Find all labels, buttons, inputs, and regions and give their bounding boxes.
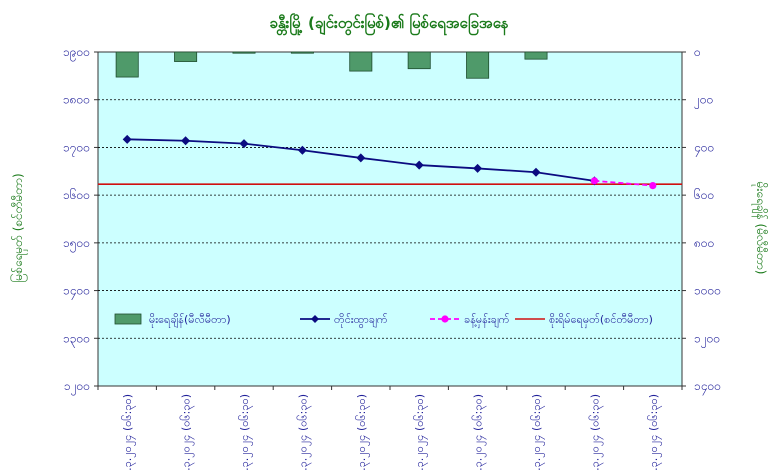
rainfall-bars — [115, 51, 548, 79]
observed-point — [181, 136, 191, 146]
right-tick-label: ၁၀၀၀ — [694, 284, 721, 298]
left-tick-label: ၁၆၀၀ — [63, 187, 90, 202]
legend-label: တိုင်းထွာချက် — [334, 313, 388, 328]
x-tick-label: ၃.၃.၂၀၂၄ (၀၆:၃၀) — [121, 394, 136, 471]
legend: မိုးရေချိန်(မီလီမီတာ) တိုင်းထွာချက် ခန့်မှ… — [114, 313, 653, 328]
right-tick-label: ၀ — [694, 45, 701, 59]
rainfall-bar — [466, 51, 490, 79]
legend-label: ခန့်မှန်းချက် — [464, 313, 510, 328]
rainfall-bar — [174, 51, 198, 62]
x-tick-label: ၁၆.၃.၂၀၂၄ (၀၆:၃၀) — [647, 394, 662, 471]
right-tick-label: ၁၂၀၀ — [694, 331, 720, 348]
plot-area — [97, 51, 683, 387]
right-tick-label: ၄၀၀ — [694, 140, 714, 157]
forecast-point — [649, 182, 657, 190]
x-tick-label: ၁၀.၃.၂၀၂၄ (၀၆:၃၀) — [296, 394, 311, 471]
observed-point — [239, 139, 249, 149]
legend-marker — [441, 315, 449, 323]
rainfall-bar — [232, 51, 256, 54]
observed-point — [297, 145, 307, 155]
right-tick-label: ၈၀၀ — [694, 236, 714, 250]
x-tick-label: ၁၅.၃.၂၀၂၄ (၀၆:၃၀) — [588, 394, 603, 471]
left-axis-ticks: ၁၂၀၀ ၁၃၀၀ ၁၄၀၀ ၁၅၀၀ ၁၆၀၀ ၁၇၀၀ ၁၈၀၀ ၁၉၀၀ — [63, 45, 98, 396]
rainfall-bar — [290, 51, 314, 54]
left-tick-label: ၁၂၀၀ — [64, 379, 90, 396]
right-tick-label: ၁၄၀၀ — [694, 379, 721, 396]
forecast-point — [590, 177, 599, 185]
legend-label: မိုးရေချိန်(မီလီမီတာ) — [149, 313, 231, 328]
forecast-line — [594, 179, 653, 187]
rainfall-bar — [115, 51, 139, 78]
series-lines — [122, 134, 657, 190]
right-tick-label: ၆၀၀ — [694, 187, 714, 202]
left-tick-label: ၁၄၀၀ — [63, 284, 90, 301]
y-axis-label-right: မိုးရေချိန် (မီလီမီတာ) — [751, 182, 769, 275]
observed-point — [122, 134, 132, 144]
x-tick-label: ၉.၃.၂၀၂၄ (၀၆:၃၀) — [238, 394, 253, 471]
rainfall-bar — [407, 51, 431, 70]
x-tick-label: ၁၃.၃.၂၀၂၄ (၀၆:၃၀) — [472, 394, 487, 471]
legend-swatch — [114, 313, 142, 325]
left-tick-label: ၁၉၀၀ — [63, 45, 90, 62]
observed-point — [356, 153, 366, 163]
x-tick-label: ၁၁.၃.၂၀၂၄ (၀၆:၃၀) — [355, 394, 370, 471]
legend-marker — [311, 315, 319, 323]
observed-point — [531, 167, 541, 177]
left-tick-label: ၁၇၀၀ — [63, 140, 90, 157]
y-axis-label-left: မြစ်ရေမှတ် (စင်တီမီတာ) — [9, 173, 28, 282]
x-axis-ticks: ၃.၃.၂၀၂၄ (၀၆:၃၀) ၈.၃.၂၀၂၄ (၀၆:၃၀) ၉.၃.၂၀၂၄… — [97, 386, 683, 471]
legend-label: စိုးရိမ်ရေမှတ်(စင်တီမီတာ) — [549, 313, 653, 328]
left-tick-label: ၁၅၀၀ — [63, 236, 90, 253]
observed-point — [414, 160, 424, 170]
left-tick-label: ၁၃၀၀ — [63, 331, 90, 348]
right-tick-label: ၂၀၀ — [694, 93, 713, 110]
grid-lines — [98, 99, 682, 339]
left-tick-label: ၁၈၀၀ — [63, 93, 90, 107]
observed-point — [473, 163, 483, 173]
x-tick-label: ၁၄.၃.၂၀၂၄ (၀၆:၃၀) — [530, 394, 545, 471]
rainfall-bar — [524, 51, 548, 60]
x-tick-label: ၈.၃.၂၀၂၄ (၀၆:၃၀) — [180, 394, 195, 471]
rainfall-bar — [349, 51, 373, 72]
x-tick-label: ၁၂.၃.၂၀၂၄ (၀၆:၃၀) — [413, 394, 428, 471]
